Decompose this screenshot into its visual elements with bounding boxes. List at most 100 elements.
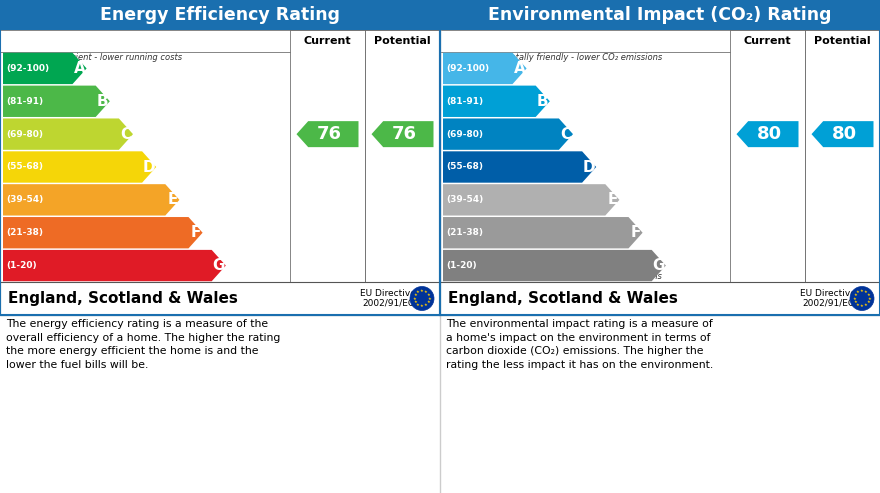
Text: A: A [74, 61, 85, 76]
Polygon shape [811, 121, 874, 147]
Text: Very energy efficient - lower running costs: Very energy efficient - lower running co… [4, 53, 182, 62]
Text: (1-20): (1-20) [6, 261, 37, 270]
Polygon shape [443, 53, 526, 84]
Text: ★: ★ [867, 293, 870, 297]
Text: E: E [607, 192, 618, 208]
Text: F: F [190, 225, 201, 240]
Text: Very environmentally friendly - lower CO₂ emissions: Very environmentally friendly - lower CO… [444, 53, 663, 62]
Text: England, Scotland & Wales: England, Scotland & Wales [448, 291, 678, 306]
Text: ★: ★ [853, 296, 856, 301]
Polygon shape [297, 121, 358, 147]
Polygon shape [3, 217, 202, 248]
Text: ★: ★ [414, 300, 417, 304]
Text: 2002/91/EC: 2002/91/EC [802, 299, 854, 308]
Polygon shape [443, 151, 597, 183]
Text: 76: 76 [392, 125, 417, 143]
Text: ★: ★ [868, 296, 872, 301]
Text: (21-38): (21-38) [446, 228, 483, 237]
Text: ★: ★ [854, 293, 857, 297]
Circle shape [410, 286, 434, 311]
Text: (39-54): (39-54) [6, 195, 43, 205]
Text: ★: ★ [867, 300, 870, 304]
Polygon shape [3, 118, 133, 150]
Polygon shape [371, 121, 434, 147]
Text: A: A [514, 61, 525, 76]
Text: (69-80): (69-80) [6, 130, 43, 139]
Bar [0, 0, 440, 315]
Text: ★: ★ [864, 303, 868, 307]
Bar [805, 30, 880, 282]
Text: D: D [583, 160, 596, 175]
Polygon shape [3, 151, 157, 183]
Bar [0, 0, 440, 30]
Bar [440, 0, 880, 315]
Text: (55-68): (55-68) [446, 163, 483, 172]
Text: Not environmentally friendly - higher CO₂ emissions: Not environmentally friendly - higher CO… [444, 272, 662, 281]
Text: Current: Current [304, 36, 351, 46]
Bar [440, 0, 880, 30]
Text: Potential: Potential [814, 36, 871, 46]
Text: (39-54): (39-54) [446, 195, 483, 205]
Text: ★: ★ [860, 304, 864, 308]
Text: D: D [143, 160, 156, 175]
Bar [440, 30, 880, 52]
Text: ★: ★ [424, 290, 428, 294]
Text: ★: ★ [427, 293, 430, 297]
Bar [290, 30, 365, 282]
Polygon shape [737, 121, 798, 147]
Circle shape [850, 286, 874, 311]
Bar [365, 30, 440, 282]
Text: ★: ★ [428, 296, 432, 301]
Text: B: B [537, 94, 548, 109]
Polygon shape [3, 86, 110, 117]
Text: Not energy efficient - higher running costs: Not energy efficient - higher running co… [4, 272, 182, 281]
Polygon shape [443, 217, 642, 248]
Text: Energy Efficiency Rating: Energy Efficiency Rating [100, 6, 340, 24]
Text: (92-100): (92-100) [446, 64, 489, 73]
Text: ★: ★ [856, 303, 860, 307]
Text: Current: Current [744, 36, 791, 46]
Text: ★: ★ [420, 304, 424, 308]
Text: 80: 80 [757, 125, 781, 143]
Polygon shape [443, 250, 666, 281]
Text: EU Directive: EU Directive [360, 289, 416, 298]
Text: England, Scotland & Wales: England, Scotland & Wales [8, 291, 238, 306]
Text: 2002/91/EC: 2002/91/EC [362, 299, 414, 308]
Text: G: G [652, 258, 665, 273]
Text: 80: 80 [832, 125, 857, 143]
Bar [0, 282, 440, 315]
Text: E: E [167, 192, 178, 208]
Polygon shape [3, 250, 226, 281]
Text: ★: ★ [864, 290, 868, 294]
Text: (55-68): (55-68) [6, 163, 43, 172]
Text: The environmental impact rating is a measure of
a home's impact on the environme: The environmental impact rating is a mea… [446, 319, 714, 370]
Bar [0, 30, 440, 52]
Polygon shape [3, 184, 180, 215]
Text: 76: 76 [317, 125, 341, 143]
Text: (1-20): (1-20) [446, 261, 477, 270]
Text: C: C [561, 127, 571, 141]
Text: ★: ★ [416, 290, 420, 294]
Polygon shape [3, 53, 86, 84]
Text: C: C [121, 127, 131, 141]
Text: B: B [97, 94, 108, 109]
Text: (69-80): (69-80) [446, 130, 483, 139]
Text: EU Directive: EU Directive [800, 289, 856, 298]
Text: ★: ★ [414, 293, 417, 297]
Text: ★: ★ [420, 289, 424, 293]
Text: (21-38): (21-38) [6, 228, 43, 237]
Bar [440, 0, 880, 315]
Text: ★: ★ [416, 303, 420, 307]
Text: (81-91): (81-91) [446, 97, 483, 106]
Text: ★: ★ [854, 300, 857, 304]
Text: G: G [212, 258, 225, 273]
Text: (92-100): (92-100) [6, 64, 49, 73]
Text: ★: ★ [860, 289, 864, 293]
Polygon shape [443, 184, 620, 215]
Text: F: F [630, 225, 641, 240]
Text: ★: ★ [413, 296, 416, 301]
Text: Potential: Potential [374, 36, 431, 46]
Text: ★: ★ [424, 303, 428, 307]
Bar [0, 0, 440, 315]
Text: Environmental Impact (CO₂) Rating: Environmental Impact (CO₂) Rating [488, 6, 832, 24]
